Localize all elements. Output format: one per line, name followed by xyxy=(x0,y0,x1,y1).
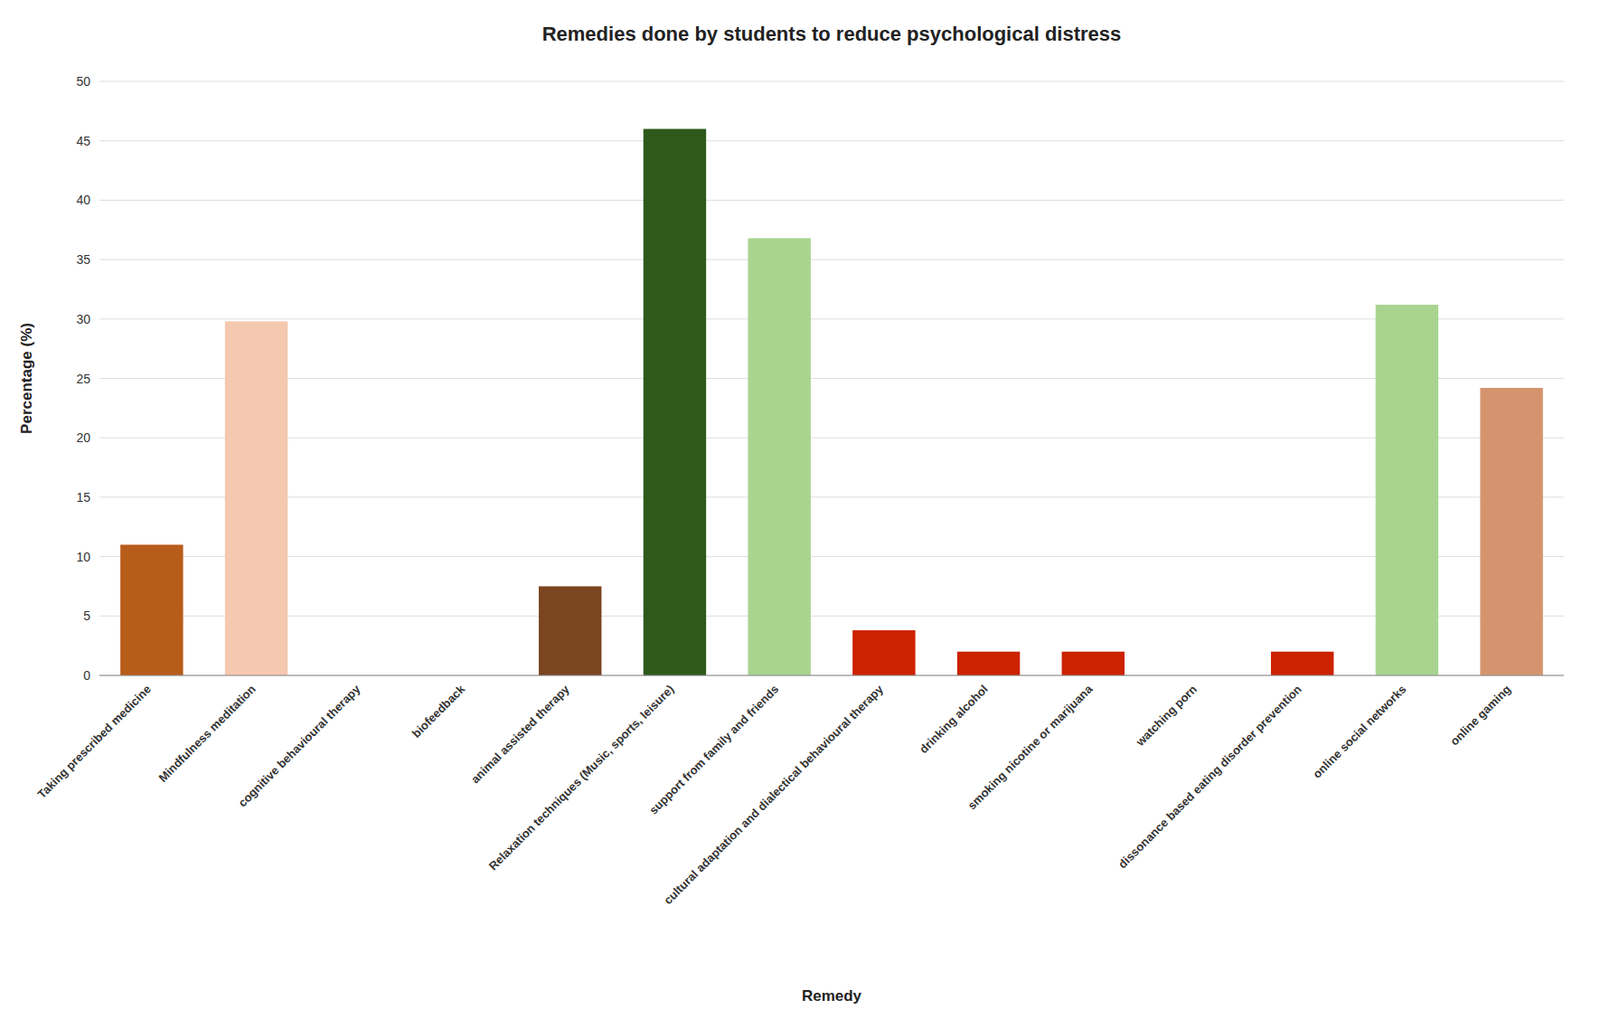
x-tick-label: animal assisted therapy xyxy=(468,681,573,786)
bar xyxy=(225,320,288,676)
bar xyxy=(120,544,183,676)
y-tick-label: 5 xyxy=(83,608,91,623)
x-tick-label: online gaming xyxy=(1447,681,1514,748)
y-tick-label: 20 xyxy=(75,430,91,445)
x-tick-label: cognitive behavioural therapy xyxy=(235,681,364,810)
grid-line xyxy=(99,675,1564,677)
y-tick-label: 30 xyxy=(75,311,91,327)
x-tick-label: biofeedback xyxy=(409,681,469,741)
grid-line xyxy=(99,199,1564,201)
x-tick-label: smoking nicotine or marijuana xyxy=(964,681,1095,812)
grid-line xyxy=(99,437,1564,439)
x-tick-label: Mindfulness meditation xyxy=(155,681,258,784)
grid-line xyxy=(99,615,1564,617)
y-tick-label: 10 xyxy=(75,549,91,565)
x-axis-label: Remedy xyxy=(801,987,863,1005)
bar xyxy=(538,585,602,676)
x-tick-label: Relaxation techniques (Music, sports, le… xyxy=(486,682,678,874)
grid-line xyxy=(99,140,1564,142)
bar xyxy=(747,237,810,676)
bar xyxy=(1270,651,1334,676)
grid xyxy=(99,81,1564,676)
x-tick-label: cultural adaptation and dialectical beha… xyxy=(660,681,886,907)
bar xyxy=(643,129,706,676)
bars xyxy=(120,129,1544,676)
grid-line xyxy=(99,555,1564,557)
bar xyxy=(957,651,1020,676)
grid-line xyxy=(99,81,1564,83)
x-tick-label: drinking alcohol xyxy=(916,682,991,757)
grid-line xyxy=(99,259,1564,261)
x-tick-label: online social networks xyxy=(1309,682,1409,782)
y-tick-label: 0 xyxy=(83,668,91,683)
x-tick-label: watching porn xyxy=(1132,681,1200,749)
bar xyxy=(1062,651,1125,676)
bar xyxy=(1479,387,1543,676)
bar xyxy=(1375,304,1439,676)
title: Remedies done by students to reduce psyc… xyxy=(542,22,1122,46)
x-tick-label: dissonance based eating disorder prevent… xyxy=(1115,681,1305,871)
y-tick-label: 50 xyxy=(75,74,91,89)
y-tick-label: 25 xyxy=(75,371,91,386)
y-tick-label: 45 xyxy=(75,133,91,149)
x-tick-label: Taking prescribed medicine xyxy=(34,682,154,802)
y-tick-label: 35 xyxy=(75,252,91,267)
grid-line xyxy=(99,377,1564,379)
x-axis-line xyxy=(99,675,1564,677)
y-tick-label: 15 xyxy=(75,489,91,505)
bar xyxy=(852,630,915,676)
y-tick-label: 40 xyxy=(75,192,91,208)
grid-line xyxy=(99,496,1564,498)
grid-line xyxy=(99,318,1564,320)
chart: Remedies done by students to reduce psyc… xyxy=(0,0,1600,1019)
y-axis-label: Percentage (%) xyxy=(18,322,36,434)
